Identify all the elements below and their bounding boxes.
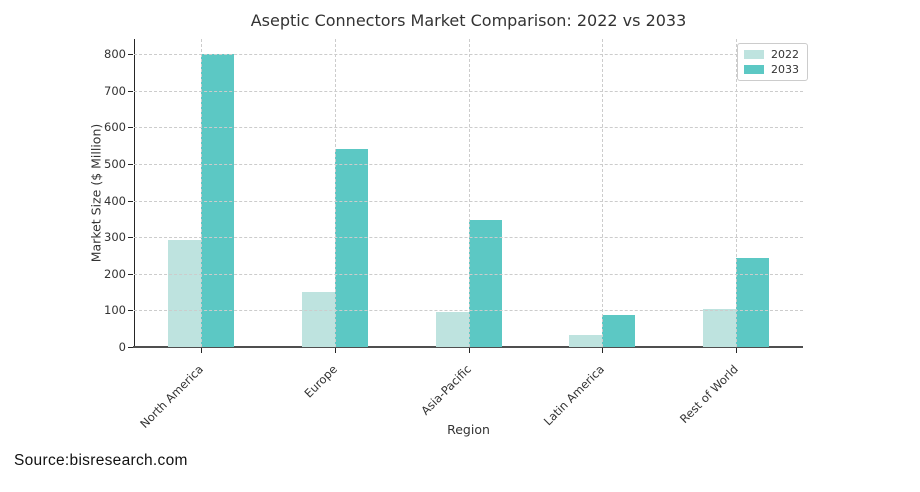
bar-2033-europe [334, 149, 368, 347]
y-tick-mark [128, 127, 133, 129]
bar-2022-asia-pacific [435, 312, 469, 347]
y-tick-label: 500 [104, 156, 126, 171]
source-note: Source:bisresearch.com [14, 452, 188, 469]
bar-2022-rest-of-world [703, 308, 737, 347]
x-tick-mark [334, 348, 336, 353]
y-tick-mark [128, 347, 133, 348]
y-tick-mark [128, 310, 133, 312]
y-tick-label: 800 [104, 47, 126, 61]
plot-area [134, 39, 804, 347]
legend-swatch-2022 [744, 50, 764, 59]
legend-swatch-2033 [744, 65, 764, 74]
bar-2033-rest-of-world [736, 258, 770, 347]
bar-2033-latin-america [602, 315, 636, 347]
x-tick-mark [468, 348, 470, 353]
y-tick-label: 600 [104, 120, 126, 135]
y-tick-label: 400 [104, 193, 126, 208]
bar-2022-europe [301, 292, 335, 347]
bar-2022-latin-america [569, 334, 603, 347]
chart-title: Aseptic Connectors Market Comparison: 20… [250, 11, 687, 30]
bar-2033-asia-pacific [468, 219, 502, 347]
x-axis-label: Region [447, 422, 490, 437]
bar-2022-north-america [167, 239, 201, 347]
legend-item-2022: 2022 [744, 49, 799, 60]
y-tick-label: 0 [118, 340, 126, 354]
legend-label-2033: 2033 [771, 63, 799, 76]
y-tick-mark [128, 237, 133, 239]
y-tick-mark [128, 200, 133, 202]
legend-label-2022: 2022 [771, 48, 799, 61]
y-tick-label: 300 [104, 230, 126, 245]
legend-item-2033: 2033 [744, 64, 799, 75]
bar-chart: Aseptic Connectors Market Comparison: 20… [14, 11, 808, 469]
x-tick-mark [736, 348, 738, 353]
y-tick-label: 100 [104, 303, 126, 318]
y-tick-mark [128, 90, 133, 92]
bar-2033-north-america [200, 54, 234, 347]
y-tick-mark [128, 163, 133, 165]
y-tick-mark [128, 54, 133, 55]
y-tick-label: 700 [104, 83, 126, 98]
x-tick-mark [200, 348, 202, 353]
x-tick-mark [602, 348, 604, 353]
y-tick-label: 200 [104, 266, 126, 281]
legend: 2022 2033 [737, 43, 808, 81]
y-tick-mark [128, 273, 133, 275]
